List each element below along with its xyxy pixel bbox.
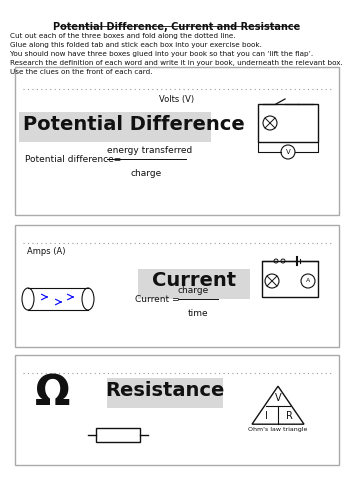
Bar [96,428,140,442]
Text: Use the clues on the front of each card.: Use the clues on the front of each card. [10,69,153,75]
Text: A: A [306,278,310,283]
Text: Potential Difference: Potential Difference [23,114,245,134]
Bar [15,355,339,465]
Text: Research the definition of each word and write it in your book, underneath the r: Research the definition of each word and… [10,60,343,66]
Bar [107,378,223,408]
Text: I: I [265,411,268,421]
Bar [15,225,339,347]
Text: V: V [275,394,281,404]
Text: Cut out each of the three boxes and fold along the dotted line.: Cut out each of the three boxes and fold… [10,33,236,39]
Bar [19,112,211,142]
Text: time: time [188,309,208,318]
Text: Volts (V): Volts (V) [159,95,195,104]
Text: Resistance: Resistance [105,382,225,400]
Text: Glue along this folded tab and stick each box into your exercise book.: Glue along this folded tab and stick eac… [10,42,262,48]
Text: R: R [286,411,293,421]
Text: Potential difference=: Potential difference= [25,154,124,164]
Text: charge: charge [178,286,209,295]
Bar [15,67,339,215]
Text: charge: charge [130,169,162,178]
Text: You should now have three boxes glued into your book so that you can ‘lift the f: You should now have three boxes glued in… [10,51,313,57]
Bar [258,104,318,142]
Text: Current: Current [152,272,236,290]
Text: Current =: Current = [135,294,182,304]
Text: energy transferred: energy transferred [107,146,192,155]
Text: Ohm's law triangle: Ohm's law triangle [248,427,308,432]
Text: Potential Difference, Current and Resistance: Potential Difference, Current and Resist… [53,22,301,32]
Text: Amps (A): Amps (A) [27,247,65,256]
Bar [262,261,318,297]
Text: V: V [286,149,290,155]
Bar [138,269,250,299]
Text: Ω: Ω [35,372,71,414]
